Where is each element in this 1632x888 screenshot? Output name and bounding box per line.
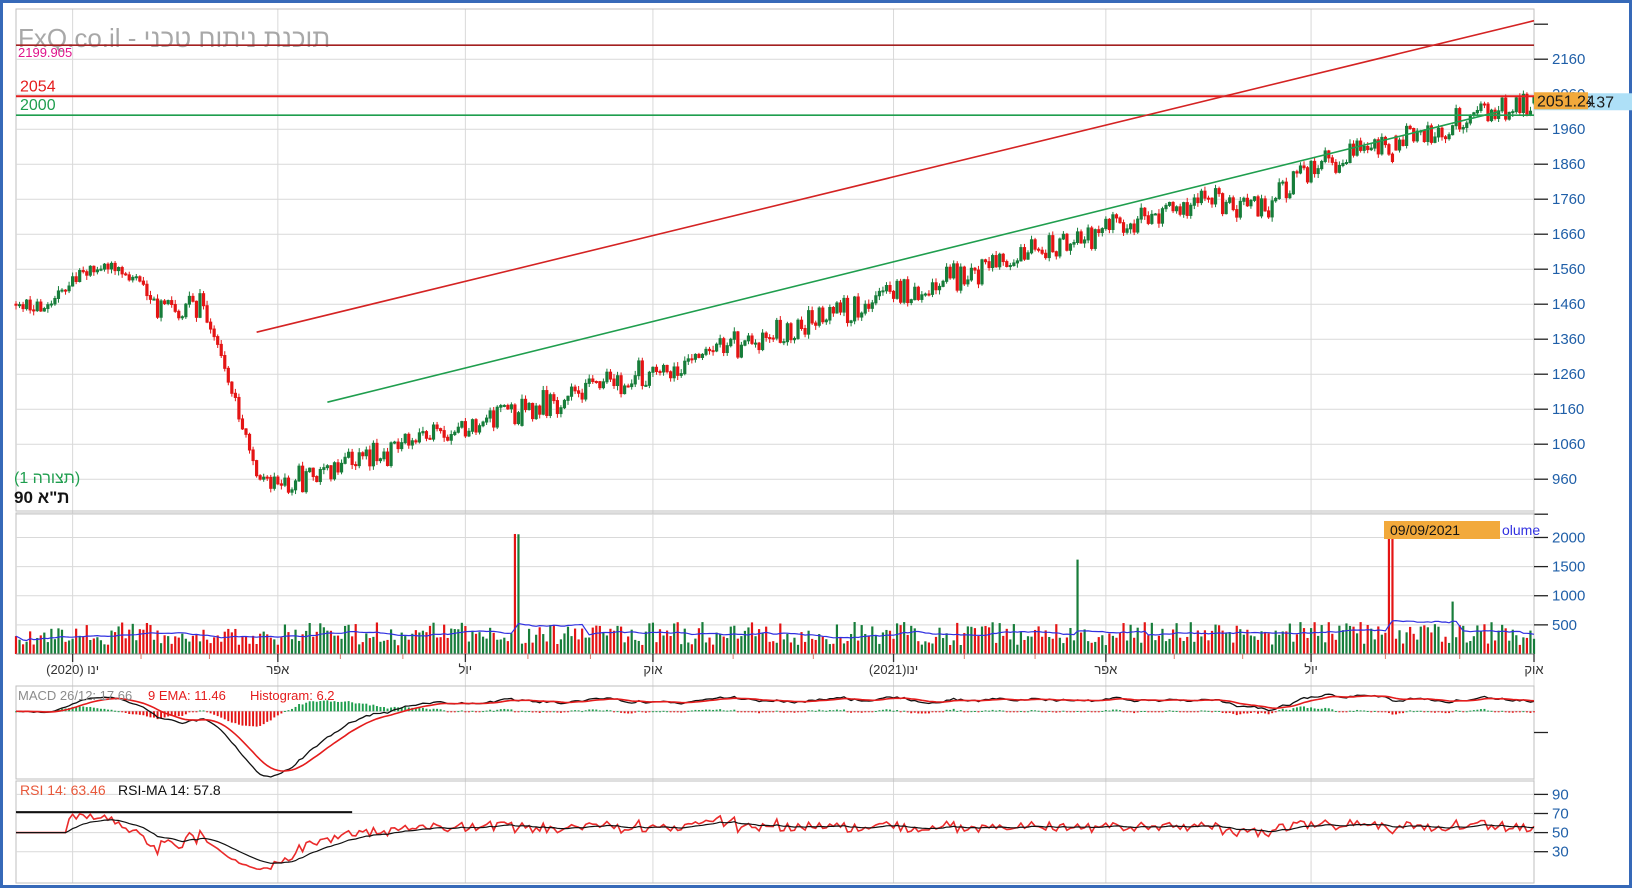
svg-text:50: 50 [1552, 825, 1569, 842]
svg-text:1060: 1060 [1552, 436, 1585, 453]
svg-text:יול: יול [1304, 662, 1318, 677]
svg-text:olume: olume [1502, 522, 1540, 538]
svg-text:1760: 1760 [1552, 191, 1585, 208]
svg-text:1160: 1160 [1552, 401, 1584, 418]
svg-text:1560: 1560 [1552, 261, 1585, 278]
svg-text:ינו (2020): ינו (2020) [46, 662, 99, 677]
svg-text:ינו(2021): ינו(2021) [869, 662, 918, 677]
svg-text:1460: 1460 [1552, 296, 1585, 313]
svg-text:90: 90 [1552, 786, 1569, 803]
svg-text:2054: 2054 [20, 78, 56, 95]
svg-text:2160: 2160 [1552, 51, 1585, 68]
svg-text:Histogram: 6.2: Histogram: 6.2 [250, 688, 335, 703]
svg-text:09/09/2021: 09/09/2021 [1390, 522, 1460, 538]
svg-text:1500: 1500 [1552, 559, 1585, 576]
svg-text:RSI 14: 63.46: RSI 14: 63.46 [20, 782, 106, 798]
svg-text:1360: 1360 [1552, 331, 1585, 348]
svg-text:1000: 1000 [1552, 588, 1585, 605]
svg-text:2000: 2000 [20, 97, 56, 114]
svg-text:יול: יול [459, 662, 473, 677]
svg-text:2000: 2000 [1552, 529, 1585, 546]
svg-text:1960: 1960 [1552, 121, 1585, 138]
svg-text:אפר: אפר [266, 662, 289, 677]
svg-text:9 EMA: 11.46: 9 EMA: 11.46 [148, 688, 226, 703]
svg-text:960: 960 [1552, 471, 1577, 488]
svg-text:1860: 1860 [1552, 156, 1585, 173]
svg-text:RSI-MA 14: 57.8: RSI-MA 14: 57.8 [118, 782, 221, 798]
svg-text:אוק: אוק [1524, 662, 1543, 677]
svg-text:ת"א 90: ת"א 90 [14, 488, 70, 507]
svg-text:500: 500 [1552, 617, 1577, 634]
svg-text:אוק: אוק [643, 662, 662, 677]
svg-text:30: 30 [1552, 844, 1569, 861]
svg-text:(תצורה 1): (תצורה 1) [14, 470, 80, 487]
svg-text:70: 70 [1552, 806, 1569, 823]
svg-text:2051.24: 2051.24 [1537, 93, 1595, 110]
svg-text:אפר: אפר [1094, 662, 1117, 677]
svg-text:MACD 26/12: 17.66: MACD 26/12: 17.66 [18, 688, 132, 703]
svg-text:2199.905: 2199.905 [18, 45, 72, 60]
svg-text:1260: 1260 [1552, 366, 1585, 383]
svg-text:1660: 1660 [1552, 226, 1585, 243]
